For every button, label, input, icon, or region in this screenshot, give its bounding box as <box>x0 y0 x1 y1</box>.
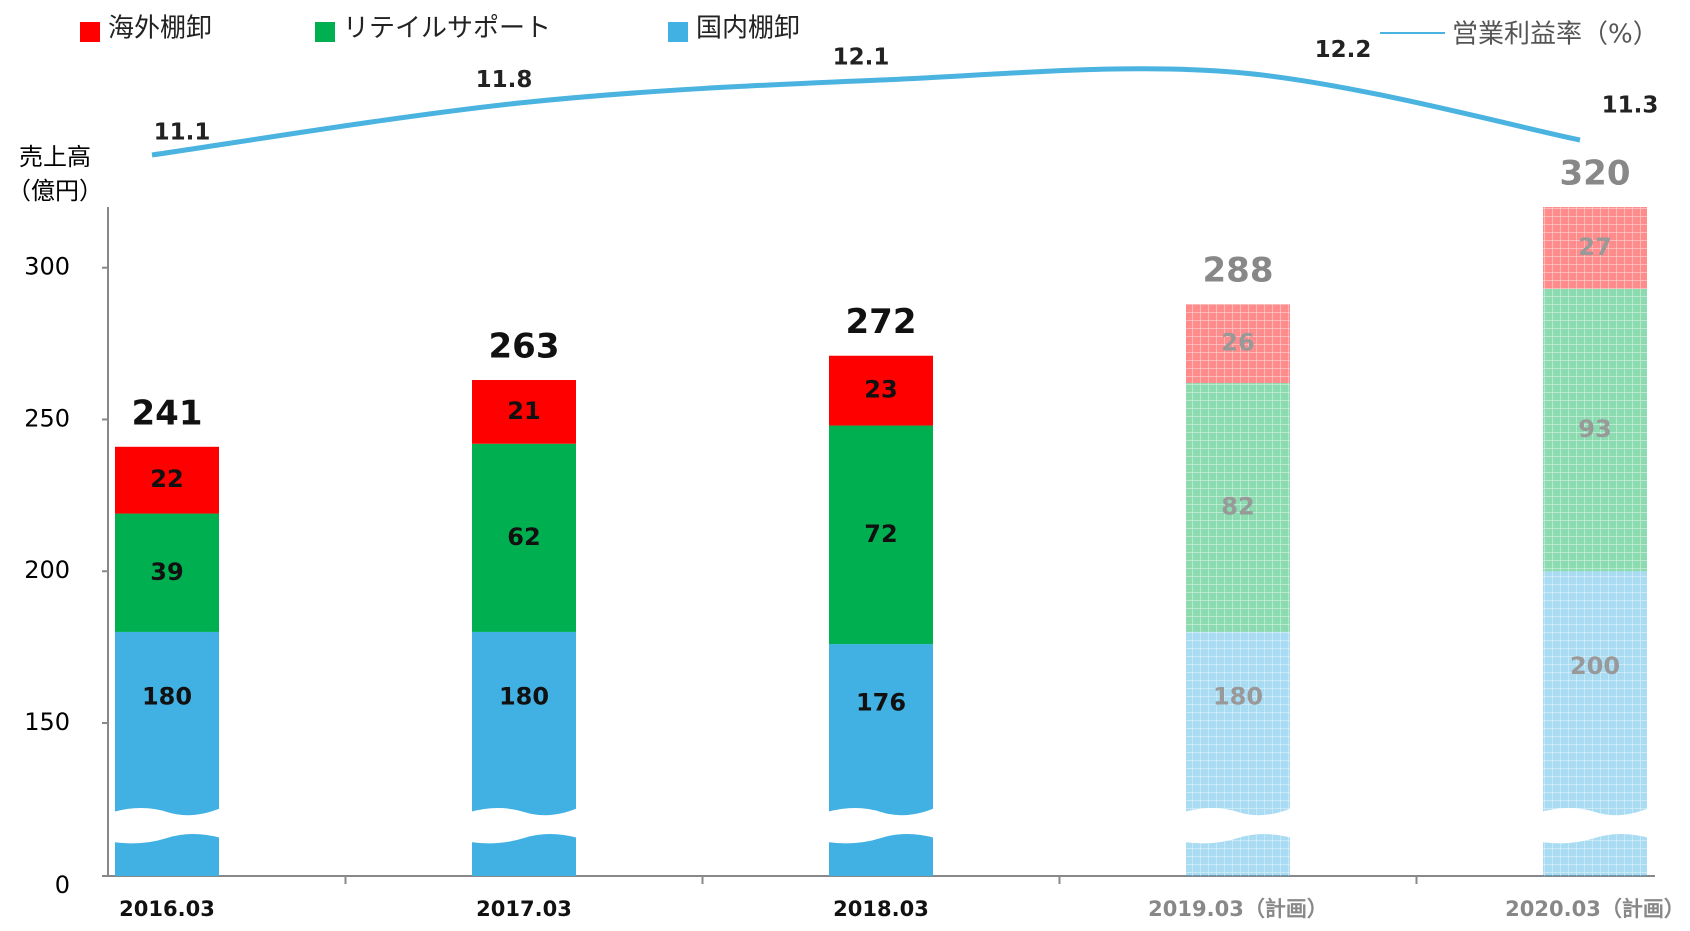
segment-label: 200 <box>1570 652 1620 680</box>
bar-segment <box>829 425 933 645</box>
segment-label: 26 <box>1221 329 1254 357</box>
segment-label: 23 <box>864 376 897 404</box>
total-label: 241 <box>132 393 203 433</box>
legend-label: リテイルサポート <box>343 14 551 44</box>
segment-label: 93 <box>1578 415 1611 443</box>
bar-segment <box>472 380 576 444</box>
legend-swatch <box>668 22 688 42</box>
x-tick-label: 2018.03 <box>833 897 929 921</box>
segment-label: 180 <box>1213 682 1263 710</box>
x-tick-label: 2017.03 <box>476 897 572 921</box>
legend-swatch <box>315 22 335 42</box>
segment-label: 39 <box>150 558 183 586</box>
legend-label: 国内棚卸 <box>696 14 800 44</box>
y-tick-label: 300 <box>24 253 70 281</box>
line-label: 11.8 <box>476 67 533 93</box>
segment-label: 22 <box>150 465 183 493</box>
x-tick-label: 2016.03 <box>119 897 215 921</box>
forecast-hatch <box>1543 288 1647 572</box>
legend-label: 海外棚卸 <box>108 14 212 44</box>
total-label: 263 <box>489 327 560 367</box>
y-tick-label: 0 <box>55 871 70 899</box>
y-axis-label: 売上高 <box>19 143 91 171</box>
y-tick-label: 250 <box>24 404 70 432</box>
segment-label: 176 <box>856 689 906 717</box>
segment-label: 21 <box>507 397 540 425</box>
forecast-hatch <box>1543 207 1647 289</box>
line-label: 12.1 <box>833 45 890 71</box>
forecast-hatch <box>1186 383 1290 632</box>
y-tick-label: 150 <box>24 708 70 736</box>
segment-label: 62 <box>507 523 540 551</box>
bar-segment <box>115 446 219 514</box>
axis-break <box>1541 808 1649 844</box>
bar-segment <box>115 513 219 632</box>
line-label: 11.3 <box>1602 93 1659 119</box>
segment-label: 27 <box>1578 233 1611 261</box>
segment-label: 180 <box>499 682 549 710</box>
axis-break <box>827 808 935 844</box>
total-label: 272 <box>846 302 917 342</box>
axis-break <box>113 808 221 844</box>
line-label: 12.2 <box>1315 37 1372 63</box>
legend-label: 営業利益率（%） <box>1452 20 1659 50</box>
y-axis-label: （億円） <box>7 177 103 205</box>
segment-label: 72 <box>864 520 897 548</box>
x-tick-label: 2020.03（計画） <box>1505 897 1685 921</box>
forecast-hatch <box>1186 304 1290 384</box>
line-label: 11.1 <box>154 120 211 146</box>
axis-break <box>470 808 578 844</box>
segment-label: 82 <box>1221 492 1254 520</box>
y-tick-label: 200 <box>24 556 70 584</box>
line <box>151 66 1581 158</box>
axis-break <box>1184 808 1292 844</box>
segment-label: 180 <box>142 682 192 710</box>
x-tick-label: 2019.03（計画） <box>1148 897 1328 921</box>
total-label: 320 <box>1560 154 1631 194</box>
bar-segment <box>829 355 933 426</box>
total-label: 288 <box>1203 251 1274 291</box>
legend-swatch <box>80 22 100 42</box>
bar-segment <box>472 443 576 632</box>
